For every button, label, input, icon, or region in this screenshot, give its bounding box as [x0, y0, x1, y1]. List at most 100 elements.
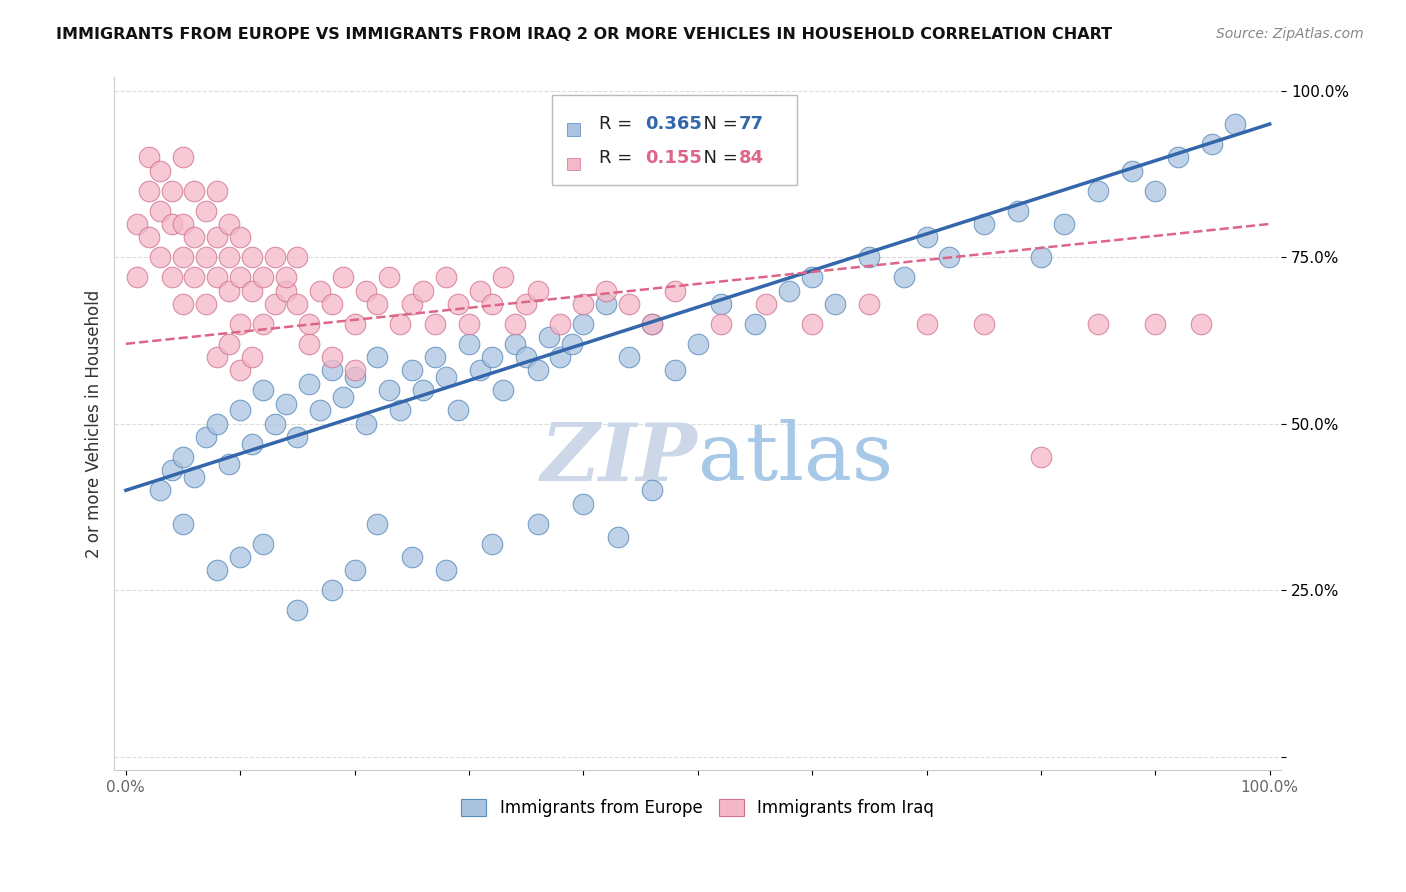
Point	[710, 297, 733, 311]
Point	[401, 297, 423, 311]
Point	[172, 217, 194, 231]
Point	[778, 284, 800, 298]
Point	[434, 563, 457, 577]
Point	[183, 470, 205, 484]
Point	[378, 270, 401, 285]
FancyBboxPatch shape	[567, 123, 579, 136]
Point	[309, 284, 332, 298]
Point	[127, 217, 149, 231]
Point	[1053, 217, 1076, 231]
Point	[252, 270, 274, 285]
Point	[172, 250, 194, 264]
Point	[686, 336, 709, 351]
Point	[194, 297, 217, 311]
Point	[149, 203, 172, 218]
Point	[207, 230, 229, 244]
Point	[858, 250, 880, 264]
Point	[287, 430, 309, 444]
Point	[458, 336, 481, 351]
Point	[343, 317, 366, 331]
Point	[755, 297, 778, 311]
Point	[149, 250, 172, 264]
Point	[263, 417, 285, 431]
Point	[194, 430, 217, 444]
Point	[240, 250, 263, 264]
Point	[207, 270, 229, 285]
Point	[343, 363, 366, 377]
Point	[710, 317, 733, 331]
Point	[503, 336, 526, 351]
Point	[561, 336, 583, 351]
Point	[893, 270, 915, 285]
Point	[138, 184, 160, 198]
Point	[172, 150, 194, 164]
Point	[550, 350, 572, 364]
Point	[458, 317, 481, 331]
Point	[526, 284, 548, 298]
Point	[481, 536, 503, 550]
Point	[207, 417, 229, 431]
Point	[389, 403, 412, 417]
Text: Source: ZipAtlas.com: Source: ZipAtlas.com	[1216, 27, 1364, 41]
Point	[446, 403, 468, 417]
Point	[526, 516, 548, 531]
Point	[240, 284, 263, 298]
Point	[218, 250, 240, 264]
Point	[229, 317, 252, 331]
Point	[1144, 317, 1167, 331]
FancyBboxPatch shape	[567, 158, 579, 170]
Point	[1087, 184, 1109, 198]
Text: N =: N =	[692, 150, 744, 168]
Point	[470, 284, 492, 298]
Point	[401, 363, 423, 377]
Point	[160, 270, 183, 285]
Point	[332, 390, 354, 404]
Point	[343, 370, 366, 384]
Point	[229, 549, 252, 564]
Point	[550, 317, 572, 331]
Point	[207, 350, 229, 364]
Point	[1121, 163, 1143, 178]
Legend: Immigrants from Europe, Immigrants from Iraq: Immigrants from Europe, Immigrants from …	[454, 792, 941, 824]
Point	[298, 376, 321, 391]
Point	[915, 230, 938, 244]
Point	[492, 384, 515, 398]
Point	[287, 297, 309, 311]
Point	[218, 336, 240, 351]
Text: IMMIGRANTS FROM EUROPE VS IMMIGRANTS FROM IRAQ 2 OR MORE VEHICLES IN HOUSEHOLD C: IMMIGRANTS FROM EUROPE VS IMMIGRANTS FRO…	[56, 27, 1112, 42]
Point	[138, 230, 160, 244]
Text: 0.155: 0.155	[645, 150, 702, 168]
Point	[229, 403, 252, 417]
Point	[973, 317, 995, 331]
Point	[973, 217, 995, 231]
Point	[229, 230, 252, 244]
Point	[298, 317, 321, 331]
Point	[252, 384, 274, 398]
Point	[160, 463, 183, 477]
Point	[160, 184, 183, 198]
Point	[572, 317, 595, 331]
Point	[309, 403, 332, 417]
Point	[423, 317, 446, 331]
Point	[1029, 250, 1052, 264]
Point	[194, 250, 217, 264]
Point	[412, 284, 434, 298]
Point	[801, 270, 824, 285]
Point	[641, 317, 664, 331]
FancyBboxPatch shape	[553, 95, 797, 185]
Point	[229, 363, 252, 377]
Point	[172, 297, 194, 311]
Point	[274, 270, 297, 285]
Point	[617, 350, 640, 364]
Point	[274, 284, 297, 298]
Point	[938, 250, 960, 264]
Point	[229, 270, 252, 285]
Point	[321, 363, 343, 377]
Point	[263, 250, 285, 264]
Point	[641, 483, 664, 498]
Text: atlas: atlas	[697, 419, 893, 498]
Point	[664, 363, 686, 377]
Point	[127, 270, 149, 285]
Point	[1201, 136, 1223, 151]
Point	[412, 384, 434, 398]
